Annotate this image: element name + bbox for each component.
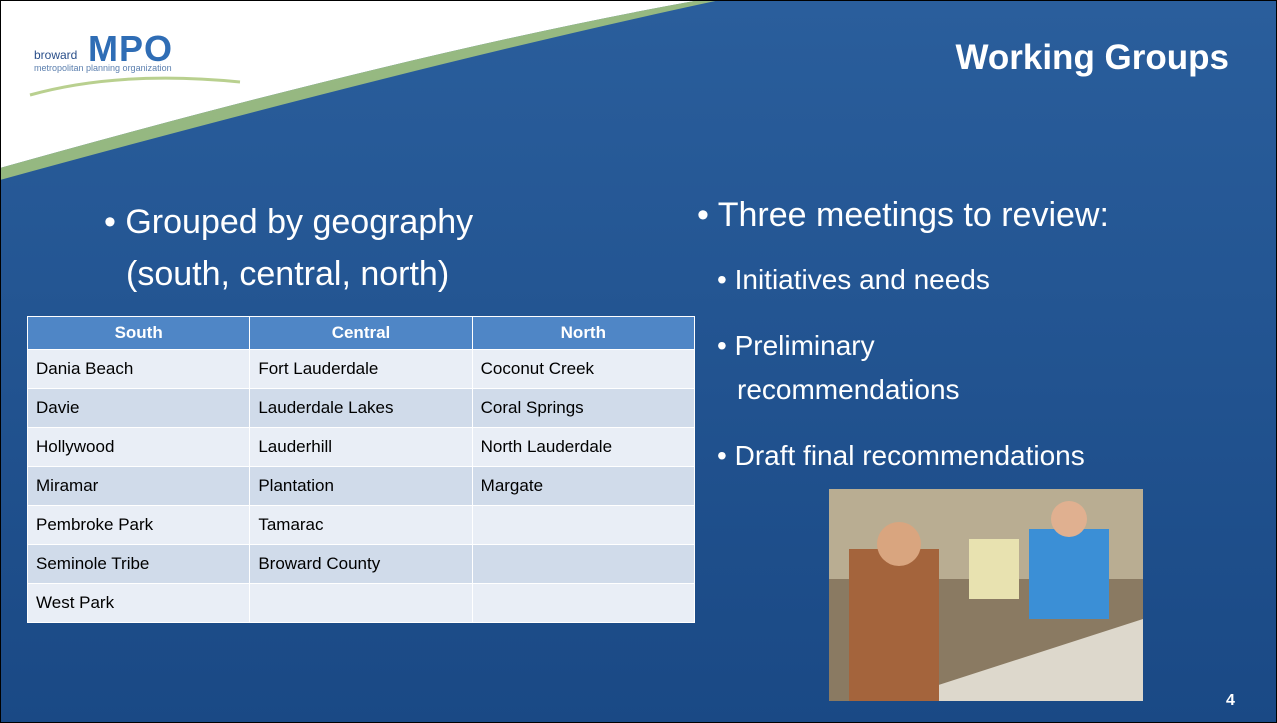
bullet-line: (south, central, north) [126, 255, 450, 293]
table-cell [249, 583, 473, 623]
column-header: South [26, 316, 251, 350]
table-cell: Coral Springs [471, 388, 696, 428]
groups-table: South Central North Dania Beach Fort Lauderd… [26, 316, 696, 623]
right-bullet: • Three meetings to review: [697, 196, 1109, 234]
subbullet-text: Preliminary [734, 330, 875, 361]
table-row: Seminole Tribe Broward County [26, 544, 696, 584]
table-row: West Park [26, 583, 696, 623]
table-cell: Broward County [249, 544, 473, 584]
table-cell: North Lauderdale [471, 427, 696, 467]
header-row: South Central North [26, 316, 696, 350]
table-row: Miramar Plantation Margate [26, 466, 696, 506]
subbullet-line: recommendations [717, 368, 1085, 412]
subbullet-text: Initiatives and needs [734, 264, 990, 295]
subbullet: • Preliminary recommendations [717, 324, 1085, 412]
logo-small: broward [34, 48, 78, 62]
meeting-photo [829, 489, 1143, 701]
table-cell: Coconut Creek [471, 349, 696, 389]
table-cell: Tamarac [249, 505, 473, 545]
table-cell: Miramar [26, 466, 251, 506]
table-row: Dania Beach Fort Lauderdale Coconut Creek [26, 349, 696, 389]
bullet-dot: • [717, 330, 735, 361]
column-header: Central [249, 316, 473, 350]
slide-title: Working Groups [955, 38, 1229, 77]
table-cell [471, 505, 696, 545]
bullet-dot: • [717, 440, 735, 471]
table-cell: Pembroke Park [26, 505, 251, 545]
page-number: 4 [1226, 692, 1235, 709]
table-cell: Margate [471, 466, 696, 506]
subbullets: • Initiatives and needs • Preliminary reco… [717, 258, 1085, 500]
table-row: Pembroke Park Tamarac [26, 505, 696, 545]
logo-sub: metropolitan planning organization [34, 63, 172, 73]
table-cell: Lauderdale Lakes [249, 388, 473, 428]
subbullet-text: Draft final recommendations [734, 440, 1085, 471]
left-bullet: • Grouped by geography (south, central, … [104, 196, 473, 300]
table-cell [471, 583, 696, 623]
table-row: Davie Lauderdale Lakes Coral Springs [26, 388, 696, 428]
table-cell: Seminole Tribe [26, 544, 251, 584]
column-header: North [471, 316, 696, 350]
bullet-text: Three meetings to review: [717, 196, 1109, 234]
table-cell: Fort Lauderdale [249, 349, 473, 389]
bullet-dot: • [717, 264, 735, 295]
table-row: Hollywood Lauderhill North Lauderdale [26, 427, 696, 467]
table-cell [471, 544, 696, 584]
bullet-line: Grouped by geography [125, 203, 474, 241]
subbullet: • Initiatives and needs [717, 258, 1085, 302]
table-cell: Lauderhill [249, 427, 473, 467]
table-cell: Dania Beach [26, 349, 251, 389]
subbullet: • Draft final recommendations [717, 434, 1085, 478]
table-cell: Hollywood [26, 427, 251, 467]
logo-big: MPO [88, 28, 174, 69]
table-cell: Plantation [249, 466, 473, 506]
subbullet-line: • Draft final recommendations [717, 434, 1085, 478]
table-cell: West Park [26, 583, 251, 623]
table-cell: Davie [26, 388, 251, 428]
subbullet-text: recommendations [737, 374, 960, 405]
subbullet-line: • Preliminary [717, 324, 1085, 368]
subbullet-line: • Initiatives and needs [717, 258, 1085, 302]
